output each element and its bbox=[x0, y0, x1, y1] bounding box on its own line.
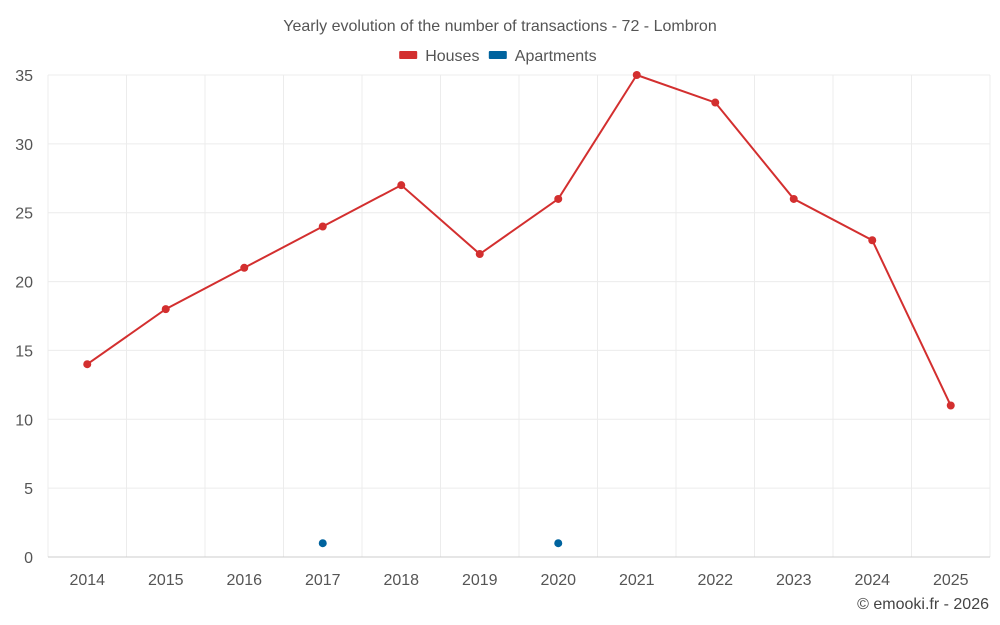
x-tick-label: 2023 bbox=[776, 572, 812, 589]
legend-swatch bbox=[399, 51, 418, 59]
data-point-houses[interactable] bbox=[711, 98, 720, 107]
series-houses bbox=[83, 71, 955, 410]
y-tick-label: 30 bbox=[15, 137, 33, 154]
data-point-houses[interactable] bbox=[789, 194, 798, 203]
y-tick-label: 25 bbox=[15, 206, 33, 223]
x-tick-label: 2015 bbox=[148, 572, 184, 589]
data-point-houses[interactable] bbox=[240, 263, 249, 272]
legend-item-houses[interactable]: Houses bbox=[399, 48, 479, 65]
data-point-houses[interactable] bbox=[161, 305, 170, 314]
x-tick-label: 2018 bbox=[383, 572, 419, 589]
series-apartments bbox=[318, 539, 563, 548]
legend-swatch bbox=[488, 51, 507, 59]
gridlines bbox=[47, 74, 991, 558]
data-point-apartments[interactable] bbox=[554, 539, 563, 548]
data-point-houses[interactable] bbox=[475, 250, 484, 259]
data-point-houses[interactable] bbox=[868, 236, 877, 245]
legend-label: Apartments bbox=[515, 48, 597, 65]
y-tick-label: 5 bbox=[24, 481, 33, 498]
legend: Houses Apartments bbox=[399, 48, 597, 65]
data-point-houses[interactable] bbox=[554, 194, 563, 203]
y-tick-label: 35 bbox=[15, 68, 33, 85]
chart-title: Yearly evolution of the number of transa… bbox=[283, 18, 716, 35]
y-tick-label: 15 bbox=[15, 343, 33, 360]
y-axis: 0 5 10 15 20 25 30 35 bbox=[15, 68, 33, 567]
x-tick-label: 2017 bbox=[305, 572, 341, 589]
y-tick-label: 20 bbox=[15, 275, 33, 292]
x-tick-label: 2025 bbox=[933, 572, 969, 589]
x-tick-label: 2022 bbox=[697, 572, 733, 589]
series-line-houses bbox=[86, 73, 952, 406]
series-layer bbox=[83, 71, 955, 548]
footer-credit: © emooki.fr - 2026 bbox=[857, 596, 989, 613]
legend-item-apartments[interactable]: Apartments bbox=[488, 48, 597, 65]
data-point-houses[interactable] bbox=[632, 71, 641, 79]
x-axis: 2014 2015 2016 2017 2018 2019 2020 2021 2022 2023… bbox=[69, 572, 968, 589]
data-point-apartments[interactable] bbox=[318, 539, 327, 548]
data-point-houses[interactable] bbox=[946, 401, 955, 410]
data-point-houses[interactable] bbox=[83, 360, 92, 369]
legend-label: Houses bbox=[425, 48, 479, 65]
data-point-houses[interactable] bbox=[318, 222, 327, 231]
x-tick-label: 2021 bbox=[619, 572, 655, 589]
y-tick-label: 0 bbox=[24, 550, 33, 567]
x-tick-label: 2014 bbox=[69, 572, 105, 589]
x-tick-label: 2024 bbox=[854, 572, 890, 589]
x-tick-label: 2020 bbox=[540, 572, 576, 589]
y-tick-label: 10 bbox=[15, 412, 33, 429]
x-tick-label: 2019 bbox=[462, 572, 498, 589]
x-tick-label: 2016 bbox=[226, 572, 262, 589]
data-point-houses[interactable] bbox=[397, 181, 406, 190]
